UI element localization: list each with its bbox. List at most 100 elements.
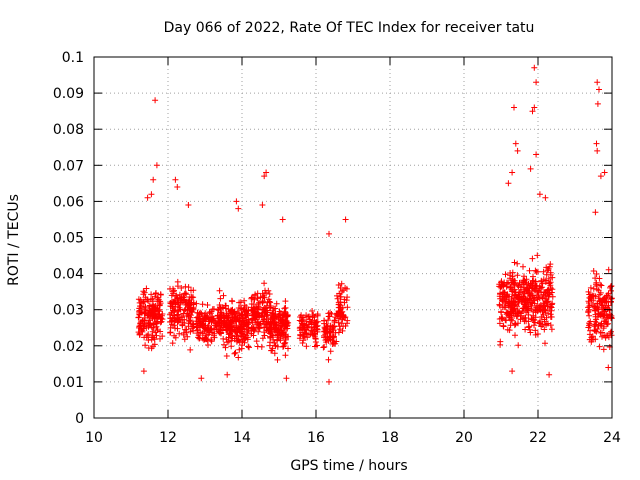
y-tick-label: 0.04 xyxy=(53,267,84,283)
data-point xyxy=(335,329,342,336)
data-point xyxy=(497,295,504,302)
data-point xyxy=(188,308,195,314)
data-point xyxy=(271,350,278,357)
data-point xyxy=(587,327,594,334)
data-point xyxy=(144,194,151,201)
data-point xyxy=(256,312,263,319)
data-point xyxy=(321,343,328,350)
data-point xyxy=(532,327,539,334)
data-point xyxy=(594,147,601,154)
data-point xyxy=(145,319,152,326)
data-point xyxy=(269,347,276,354)
data-point xyxy=(143,285,150,292)
data-point xyxy=(254,319,261,326)
data-point xyxy=(501,289,507,296)
data-point xyxy=(548,326,555,333)
data-point xyxy=(308,319,315,326)
y-tick-label: 0.06 xyxy=(53,194,84,210)
data-point xyxy=(335,299,342,306)
data-point xyxy=(525,301,532,308)
data-point xyxy=(228,343,235,350)
data-point xyxy=(225,334,232,341)
data-point xyxy=(530,273,536,280)
data-point xyxy=(168,292,175,299)
data-point xyxy=(150,176,157,183)
data-point xyxy=(597,173,604,180)
data-point xyxy=(244,325,251,332)
data-point xyxy=(531,64,538,71)
data-point xyxy=(205,331,212,338)
data-point xyxy=(512,321,519,328)
data-point xyxy=(507,283,514,290)
y-axis-label: ROTI / TECUs xyxy=(6,194,22,286)
data-point xyxy=(195,315,202,322)
data-point xyxy=(186,313,192,320)
data-point xyxy=(149,328,156,335)
data-point xyxy=(259,202,266,208)
data-point xyxy=(545,287,552,293)
data-point xyxy=(241,326,248,333)
data-point xyxy=(144,332,150,339)
data-point xyxy=(235,205,242,212)
data-point xyxy=(267,320,274,327)
data-point xyxy=(201,337,207,343)
data-point xyxy=(303,343,310,350)
data-point xyxy=(592,336,599,343)
data-point xyxy=(588,293,595,300)
x-tick-label: 20 xyxy=(455,430,473,446)
data-point xyxy=(159,316,166,323)
data-point xyxy=(546,371,553,378)
data-point xyxy=(594,326,601,332)
data-point xyxy=(534,252,541,259)
data-point xyxy=(521,290,528,297)
data-point xyxy=(544,287,551,294)
data-point xyxy=(208,325,215,332)
data-point xyxy=(604,314,610,321)
data-point xyxy=(241,305,248,312)
data-point xyxy=(296,335,303,342)
data-point xyxy=(231,350,238,357)
data-point xyxy=(520,263,526,270)
data-point xyxy=(514,260,521,267)
data-point xyxy=(225,325,232,331)
data-point xyxy=(174,325,181,332)
data-point xyxy=(506,314,513,321)
data-point xyxy=(528,299,535,306)
data-point xyxy=(546,263,553,270)
data-point xyxy=(586,320,593,327)
x-tick-label: 16 xyxy=(307,430,325,446)
data-point xyxy=(182,326,189,333)
data-point xyxy=(148,296,154,303)
data-point xyxy=(180,329,187,336)
data-point xyxy=(326,378,332,385)
data-point xyxy=(224,339,231,346)
data-point xyxy=(503,317,510,324)
data-point xyxy=(600,346,607,353)
data-point xyxy=(601,332,608,339)
data-point xyxy=(148,345,155,352)
data-point xyxy=(252,316,259,323)
data-point xyxy=(262,287,268,294)
data-point xyxy=(251,326,258,333)
x-axis-label: GPS time / hours xyxy=(290,458,407,474)
data-point xyxy=(260,316,267,323)
data-point xyxy=(274,356,281,363)
data-point xyxy=(330,333,336,340)
data-point xyxy=(189,325,195,332)
data-point xyxy=(154,298,161,305)
data-point xyxy=(210,317,217,324)
data-point xyxy=(546,280,553,287)
data-point xyxy=(181,336,188,343)
data-point xyxy=(314,312,321,319)
data-point xyxy=(593,281,599,288)
data-point xyxy=(199,330,206,337)
data-point xyxy=(152,329,159,336)
data-point xyxy=(500,322,507,329)
data-point xyxy=(179,319,186,326)
data-point xyxy=(250,326,257,333)
data-point xyxy=(498,308,504,315)
data-point xyxy=(241,297,248,304)
data-point xyxy=(175,307,182,314)
data-point xyxy=(241,317,248,324)
data-point xyxy=(496,316,503,322)
